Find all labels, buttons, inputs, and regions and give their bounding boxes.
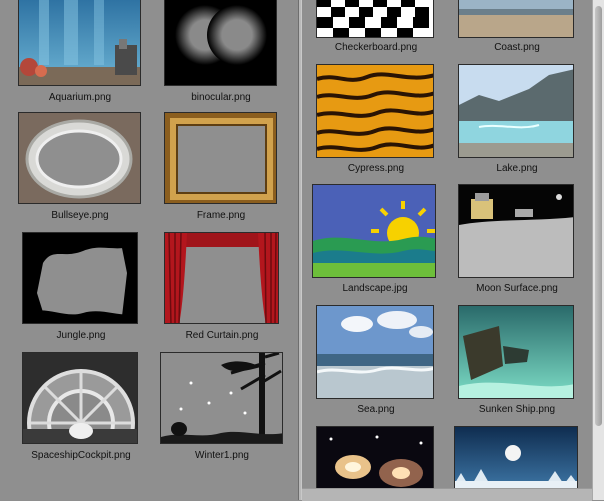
spaceship-cockpit-label: SpaceshipCockpit.png xyxy=(31,450,131,461)
bullseye-thumbnail[interactable] xyxy=(18,112,141,204)
backdrop-item-sunken-ship[interactable]: Sunken Ship.png xyxy=(458,305,576,420)
backdrop-item-aquarium[interactable]: Aquarium.png xyxy=(18,0,142,110)
binocular-thumbnail[interactable] xyxy=(164,0,277,86)
backdrop-item-binocular[interactable]: binocular.png xyxy=(164,0,278,110)
sunken-ship-label: Sunken Ship.png xyxy=(478,404,556,415)
sea-thumbnail[interactable] xyxy=(316,305,434,399)
frame-label: Frame.png xyxy=(196,210,246,221)
sunken-ship-thumbnail[interactable] xyxy=(458,305,574,399)
aquarium-label: Aquarium.png xyxy=(48,92,112,103)
right-backdrop-browser: Checkerboard.png Coast.png Cypress.png xyxy=(302,0,592,500)
galaxy-thumbnail[interactable] xyxy=(316,426,434,500)
checkerboard-label: Checkerboard.png xyxy=(334,42,418,53)
backdrop-item-checkerboard[interactable]: Checkerboard.png xyxy=(316,0,436,60)
lake-label: Lake.png xyxy=(496,163,538,174)
backdrop-item-cypress[interactable]: Cypress.png xyxy=(316,64,436,179)
left-backdrop-browser: Aquarium.png binocular.png Bullseye.png xyxy=(0,0,298,500)
vertical-scrollbar[interactable] xyxy=(592,0,604,500)
bullseye-label: Bullseye.png xyxy=(51,210,109,221)
coast-label: Coast.png xyxy=(494,42,540,53)
horizontal-scrollbar[interactable] xyxy=(302,488,592,501)
lake-thumbnail[interactable] xyxy=(458,64,574,158)
winter1-label: Winter1.png xyxy=(195,450,249,461)
moon-surface-label: Moon Surface.png xyxy=(476,283,558,294)
backdrop-item-red-curtain[interactable]: Red Curtain.png xyxy=(164,232,280,342)
backdrop-item-lake[interactable]: Lake.png xyxy=(458,64,576,179)
scroll-thumb[interactable] xyxy=(595,6,602,426)
backdrop-item-winter1[interactable]: Winter1.png xyxy=(160,352,284,462)
night-winter-thumbnail[interactable] xyxy=(454,426,578,490)
backdrop-item-jungle[interactable]: Jungle.png xyxy=(22,232,140,342)
red-curtain-label: Red Curtain.png xyxy=(185,330,259,341)
binocular-label: binocular.png xyxy=(191,92,251,103)
backdrop-item-landscape[interactable]: Landscape.jpg xyxy=(312,184,438,299)
aquarium-thumbnail[interactable] xyxy=(18,0,141,86)
backdrop-item-galaxy[interactable] xyxy=(316,426,436,500)
spaceship-cockpit-thumbnail[interactable] xyxy=(22,352,138,444)
checkerboard-thumbnail[interactable] xyxy=(316,0,434,38)
pane-splitter[interactable] xyxy=(298,0,302,500)
backdrop-item-coast[interactable]: Coast.png xyxy=(458,0,576,60)
red-curtain-thumbnail[interactable] xyxy=(164,232,279,324)
backdrop-item-spaceship-cockpit[interactable]: SpaceshipCockpit.png xyxy=(22,352,140,462)
backdrop-item-sea[interactable]: Sea.png xyxy=(316,305,436,420)
backdrop-item-frame[interactable]: Frame.png xyxy=(164,112,278,222)
sea-label: Sea.png xyxy=(357,404,395,415)
jungle-thumbnail[interactable] xyxy=(22,232,138,324)
landscape-label: Landscape.jpg xyxy=(342,283,408,294)
landscape-thumbnail[interactable] xyxy=(312,184,436,278)
backdrop-item-bullseye[interactable]: Bullseye.png xyxy=(18,112,142,222)
backdrop-item-night-winter[interactable] xyxy=(454,426,580,500)
cypress-thumbnail[interactable] xyxy=(316,64,434,158)
moon-surface-thumbnail[interactable] xyxy=(458,184,574,278)
cypress-label: Cypress.png xyxy=(347,163,405,174)
frame-thumbnail[interactable] xyxy=(164,112,277,204)
coast-thumbnail[interactable] xyxy=(458,0,574,38)
jungle-label: Jungle.png xyxy=(56,330,106,341)
backdrop-item-moon-surface[interactable]: Moon Surface.png xyxy=(458,184,576,299)
winter1-thumbnail[interactable] xyxy=(160,352,283,444)
